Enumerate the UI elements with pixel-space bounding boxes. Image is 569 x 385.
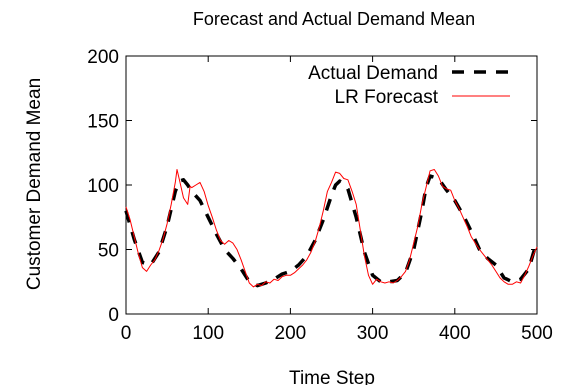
x-tick-label: 300	[357, 323, 389, 344]
legend: Actual Demand LR Forecast	[308, 63, 510, 108]
plot-lines	[124, 169, 539, 288]
axis-ticks: 0 100 200 300 400 500 0 50 100 150 200	[87, 47, 553, 344]
y-tick-label: 200	[87, 47, 119, 68]
legend-label: Actual Demand	[308, 63, 438, 84]
x-tick-label: 400	[439, 323, 471, 344]
x-tick-label: 200	[275, 323, 307, 344]
actual-demand-line	[124, 174, 539, 288]
x-axis-label: Time Step	[289, 368, 375, 385]
y-tick-label: 50	[98, 241, 119, 262]
legend-label: LR Forecast	[335, 87, 439, 108]
y-tick-label: 150	[87, 112, 119, 133]
lr-forecast-line	[125, 169, 538, 288]
y-tick-label: 0	[108, 305, 119, 326]
chart-title: Forecast and Actual Demand Mean	[193, 9, 475, 29]
x-tick-label: 0	[121, 323, 132, 344]
x-tick-label: 100	[192, 323, 224, 344]
y-tick-label: 100	[87, 176, 119, 197]
y-axis-label: Customer Demand Mean	[24, 78, 45, 290]
x-tick-label: 500	[521, 323, 553, 344]
